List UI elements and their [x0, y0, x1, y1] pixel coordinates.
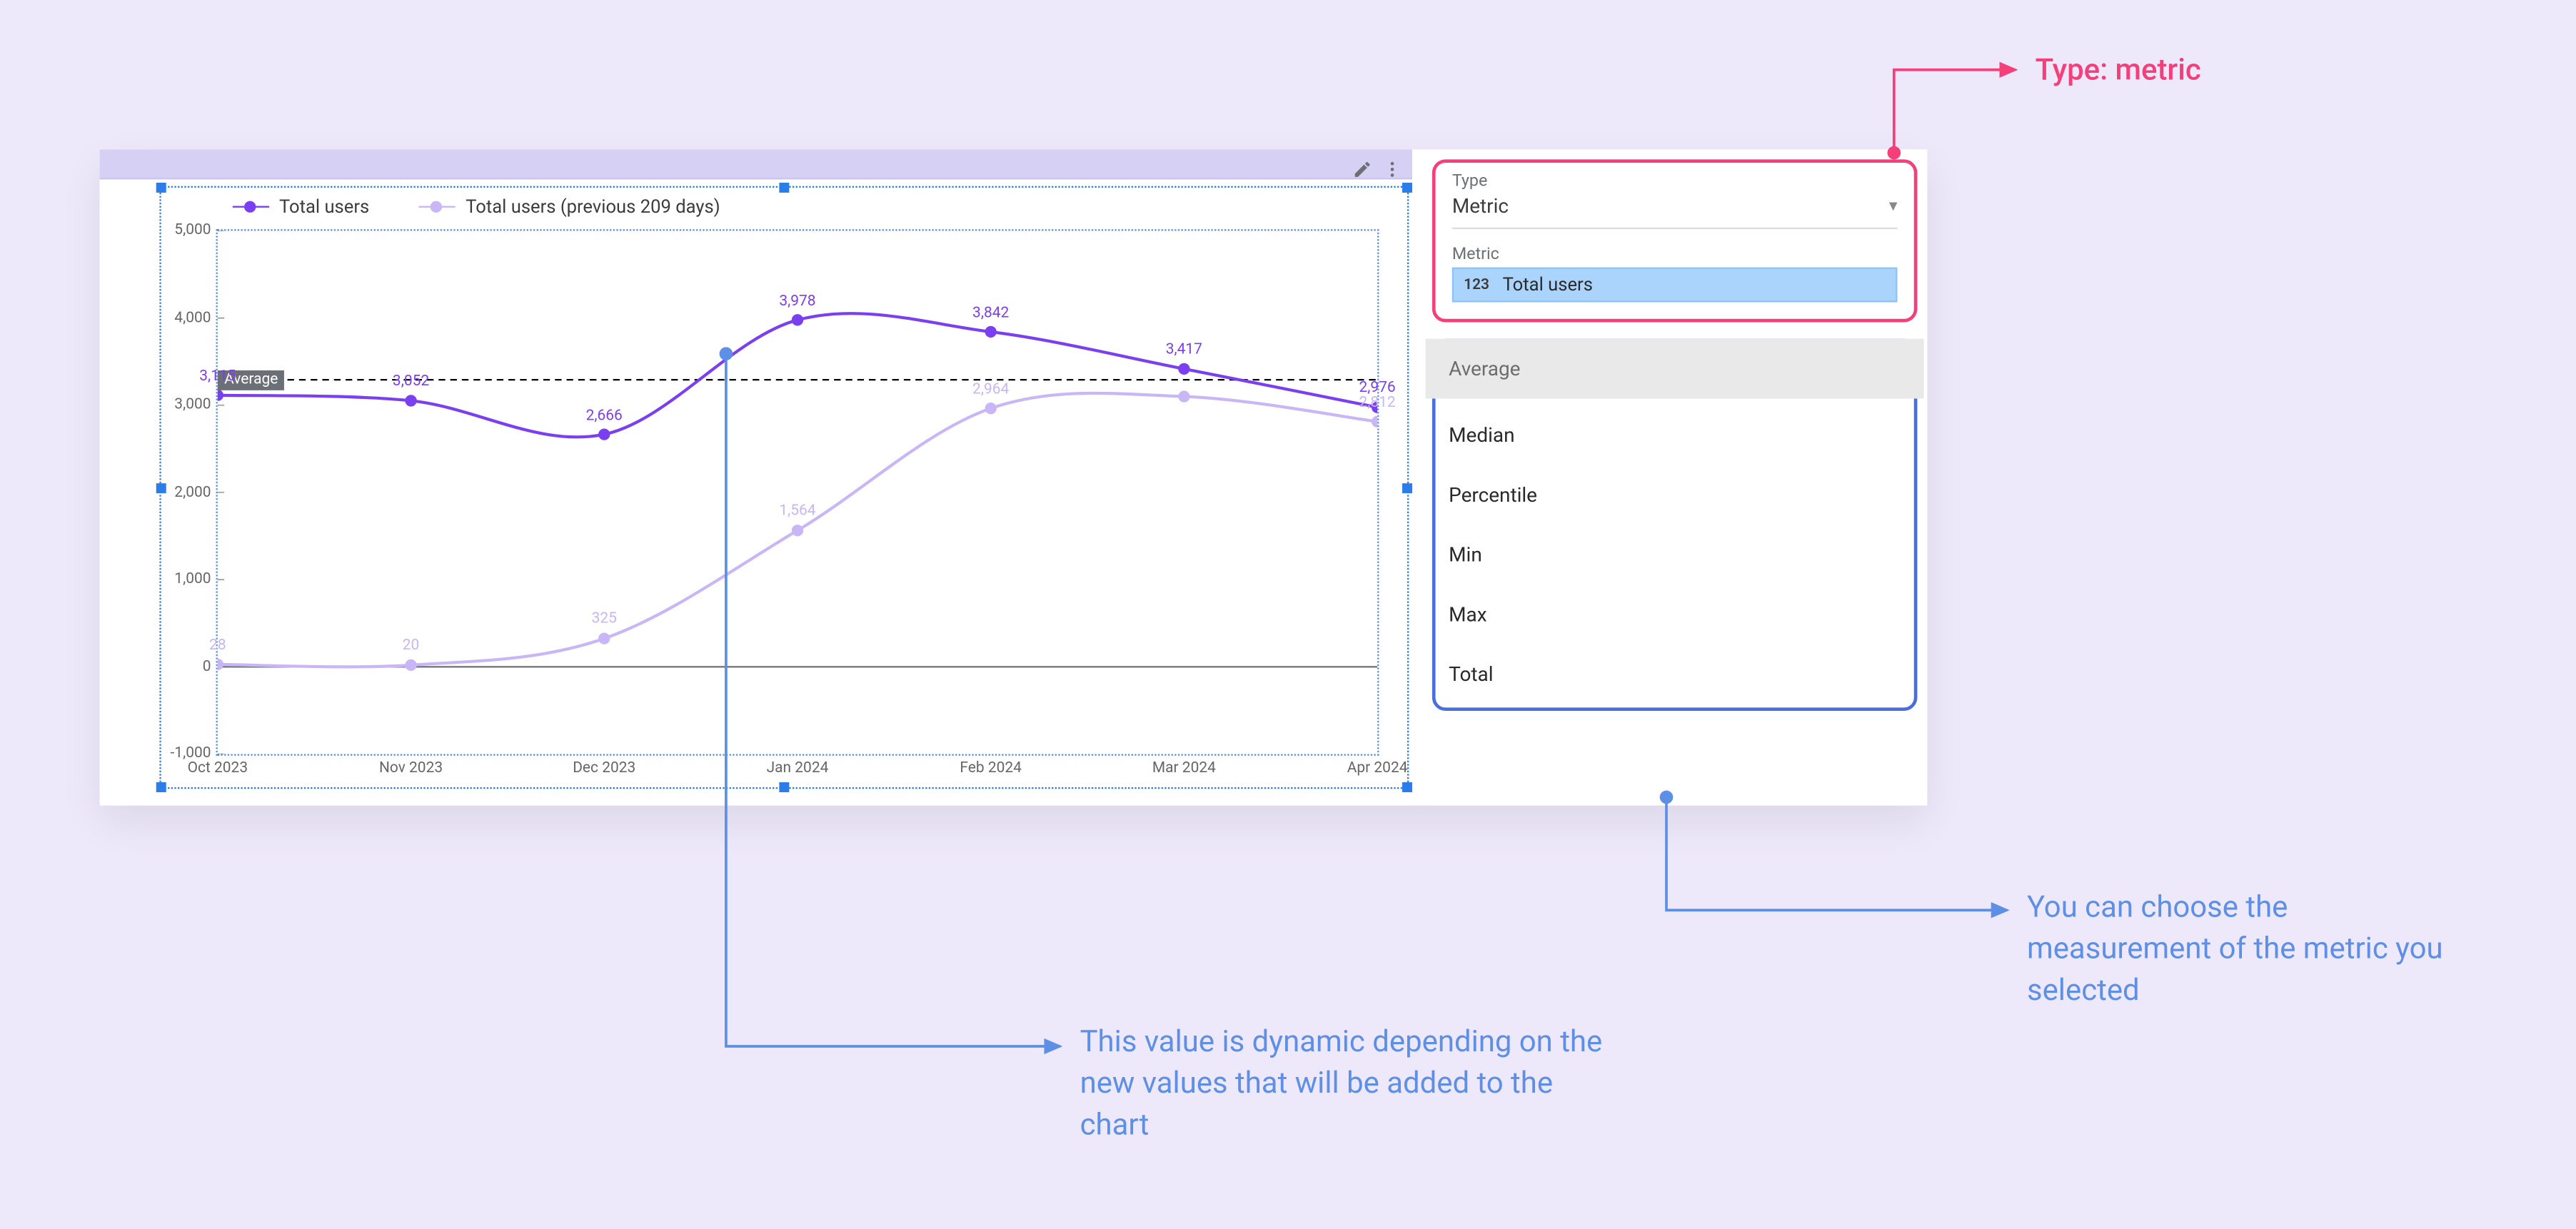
measure-panel: Average MedianPercentileMinMaxTotal: [1432, 339, 1917, 711]
y-tick-label: 5,000: [174, 223, 211, 239]
metric-label: Metric: [1452, 246, 1898, 264]
data-point-label: 1,564: [779, 504, 815, 520]
type-select[interactable]: Metric ▾: [1452, 191, 1898, 230]
x-tick-label: Nov 2023: [379, 761, 443, 777]
y-tick-label: 3,000: [174, 397, 211, 413]
measure-option[interactable]: Median: [1439, 405, 1911, 465]
metric-type-icon: 123: [1464, 276, 1489, 293]
legend-a-label: Total users: [279, 196, 369, 218]
x-tick-label: Mar 2024: [1152, 761, 1216, 777]
metric-value: Total users: [1503, 274, 1593, 295]
data-point-label: 3,115: [199, 368, 236, 385]
y-tick-label: -1,000: [171, 746, 211, 762]
measure-option[interactable]: Min: [1439, 525, 1911, 585]
data-point-label: 2,812: [1359, 395, 1395, 412]
data-point-label: 3,417: [1166, 343, 1202, 359]
annotation-choose-measurement: You can choose the measurement of the me…: [2027, 887, 2459, 1013]
y-tick-label: 4,000: [174, 310, 211, 326]
x-tick-label: Apr 2024: [1347, 761, 1408, 777]
measure-option-selected[interactable]: Average: [1426, 339, 1924, 399]
x-tick-label: Dec 2023: [573, 761, 635, 777]
y-tick-label: 0: [203, 659, 211, 675]
chevron-down-icon: ▾: [1889, 197, 1898, 216]
data-point-label: 28: [209, 638, 226, 654]
measure-options: Average MedianPercentileMinMaxTotal: [1439, 345, 1911, 704]
dashboard-card: Total users Total users (previous 209 da…: [100, 149, 1928, 805]
legend-series-a: Total users: [233, 196, 369, 218]
measure-option[interactable]: Total: [1439, 644, 1911, 704]
legend-series-b: Total users (previous 209 days): [419, 196, 720, 218]
type-label: Type: [1452, 173, 1898, 191]
data-point-label: 2,976: [1359, 380, 1395, 397]
side-panel: Type Metric ▾ Metric 123 Total users Ave…: [1429, 149, 1927, 805]
measure-option[interactable]: Max: [1439, 585, 1911, 644]
data-point-label: 20: [403, 639, 420, 655]
x-tick-label: Jan 2024: [767, 761, 829, 777]
measure-option[interactable]: Percentile: [1439, 465, 1911, 525]
x-tick-label: Oct 2023: [188, 761, 248, 777]
data-point-label: 2,666: [586, 408, 623, 424]
data-point-label: 2,964: [972, 382, 1009, 398]
data-point-label: 325: [592, 612, 617, 628]
data-point-label: 3,978: [779, 293, 815, 310]
x-tick-label: Feb 2024: [960, 761, 1022, 777]
data-point-label: 3,052: [393, 374, 429, 390]
annotation-type-metric: Type: metric: [2036, 50, 2201, 92]
type-panel: Type Metric ▾ Metric 123 Total users: [1432, 159, 1917, 322]
annotation-dynamic-value: This value is dynamic depending on the n…: [1080, 1021, 1612, 1147]
chart-plot: -1,00001,0002,0003,0004,0005,000Oct 2023…: [216, 229, 1379, 756]
chart-header: [100, 149, 1412, 179]
y-tick-label: 1,000: [174, 571, 211, 587]
pencil-icon[interactable]: [1352, 154, 1372, 174]
y-tick-label: 2,000: [174, 484, 211, 500]
chart-legend: Total users Total users (previous 209 da…: [233, 196, 720, 218]
type-value: Metric: [1452, 194, 1509, 218]
chart-container: Total users Total users (previous 209 da…: [100, 149, 1412, 805]
more-vert-icon[interactable]: [1382, 154, 1402, 174]
legend-b-label: Total users (previous 209 days): [466, 196, 720, 218]
metric-pill[interactable]: 123 Total users: [1452, 268, 1898, 303]
data-point-label: 3,842: [972, 305, 1009, 322]
